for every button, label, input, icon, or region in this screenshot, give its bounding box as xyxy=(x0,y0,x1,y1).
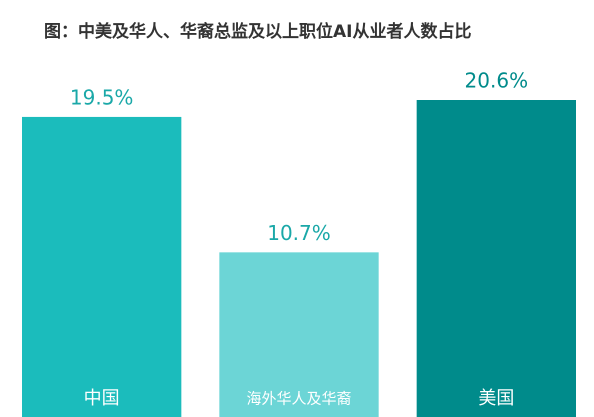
bar xyxy=(416,100,576,417)
category-label: 中国 xyxy=(84,388,120,409)
value-label: 10.7% xyxy=(267,221,331,245)
value-label: 20.6% xyxy=(465,69,529,93)
chart-title: 图：中美及华人、华裔总监及以上职位AI从业者人数占比 xyxy=(44,21,471,42)
bar xyxy=(219,252,379,417)
category-label: 美国 xyxy=(478,388,514,409)
bar xyxy=(22,116,182,417)
category-label: 海外华人及华裔 xyxy=(246,390,351,408)
value-label: 19.5% xyxy=(70,85,134,109)
